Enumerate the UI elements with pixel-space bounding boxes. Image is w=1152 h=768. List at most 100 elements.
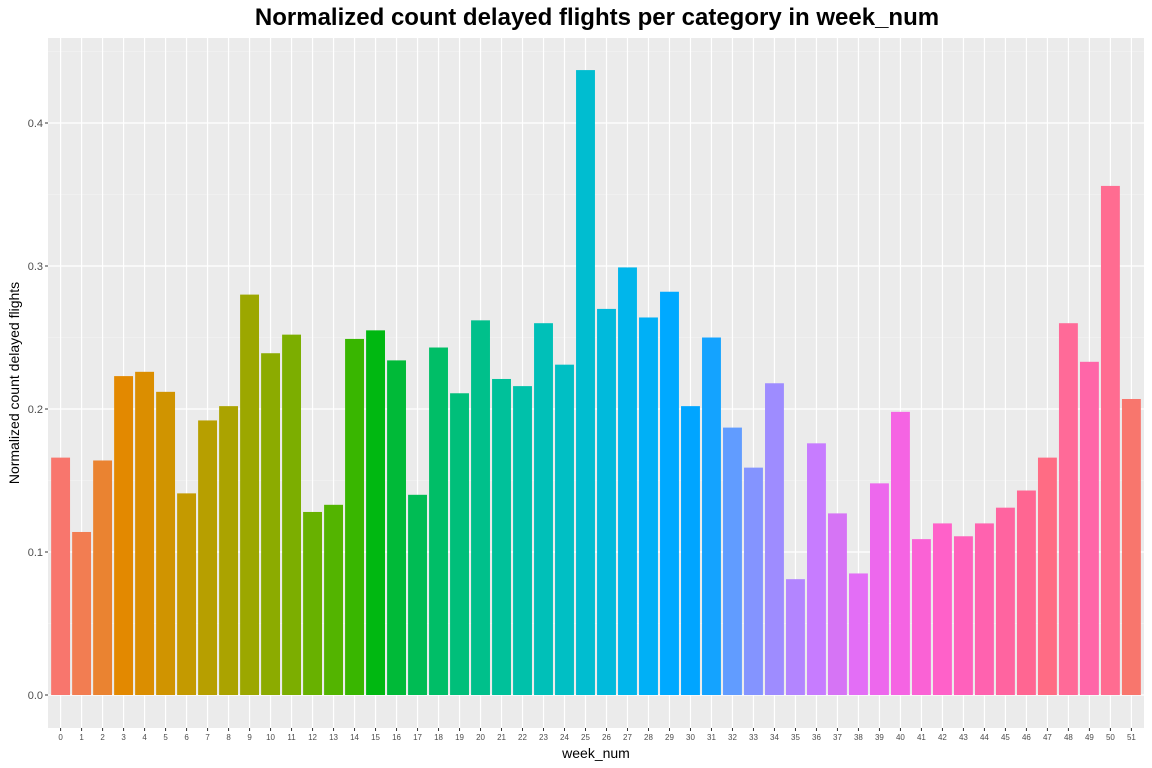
x-tick-label: 28	[644, 733, 653, 742]
y-tick-label: 0.4	[28, 118, 43, 130]
bar-week-25	[576, 70, 595, 696]
x-tick-label: 0	[58, 733, 63, 742]
x-tick-label: 23	[539, 733, 548, 742]
x-tick-label: 43	[959, 733, 968, 742]
x-tick-label: 24	[560, 733, 569, 742]
x-tick-label: 37	[833, 733, 842, 742]
x-tick-label: 31	[707, 733, 716, 742]
bar-week-7	[198, 420, 218, 695]
y-axis-title: Normalized count delayed flights	[6, 282, 22, 484]
y-tick-label: 0.0	[28, 690, 43, 702]
bar-week-10	[261, 353, 281, 695]
x-tick-label: 49	[1085, 733, 1094, 742]
x-tick-label: 2	[100, 733, 105, 742]
x-tick-label: 42	[938, 733, 947, 742]
y-tick-label: 0.3	[28, 261, 43, 273]
x-tick-label: 1	[79, 733, 84, 742]
bar-week-1	[72, 531, 92, 695]
bar-week-13	[324, 504, 343, 695]
chart-title: Normalized count delayed flights per cat…	[254, 4, 940, 31]
bar-week-31	[702, 337, 721, 695]
x-tick-label: 7	[205, 733, 210, 742]
x-axis: 0 1 2 3 4 5 6 7 8 9 10 11 12 13 14 15 16 17 18 19 20 21 22 23 24…	[58, 728, 1136, 742]
bar-week-28	[639, 317, 658, 695]
x-tick-label: 13	[329, 733, 338, 742]
bar-week-41	[911, 539, 931, 695]
bar-week-12	[303, 511, 322, 695]
x-tick-label: 19	[455, 733, 464, 742]
bar-week-5	[156, 391, 176, 695]
bar-week-51	[1121, 398, 1141, 695]
x-tick-label: 47	[1043, 733, 1052, 742]
bar-week-24	[555, 364, 574, 695]
bar-week-48	[1058, 323, 1078, 695]
bar-week-44	[974, 523, 994, 695]
bar-week-9	[240, 294, 260, 695]
bar-week-6	[177, 493, 197, 695]
x-tick-label: 11	[287, 733, 296, 742]
x-tick-label: 5	[163, 733, 168, 742]
bar-week-43	[953, 536, 973, 695]
x-axis-title: week_num	[561, 745, 630, 761]
x-tick-label: 33	[749, 733, 758, 742]
bar-week-46	[1016, 490, 1036, 695]
bars	[51, 70, 1141, 696]
x-tick-label: 18	[434, 733, 443, 742]
bar-week-2	[93, 460, 113, 695]
bar-week-34	[765, 383, 784, 695]
y-axis: 0.0 0.1 0.2 0.3 0.4	[28, 118, 48, 702]
bar-week-37	[828, 513, 847, 695]
x-tick-label: 17	[413, 733, 422, 742]
x-tick-label: 22	[518, 733, 527, 742]
bar-week-40	[890, 411, 910, 695]
x-tick-label: 27	[623, 733, 632, 742]
x-tick-label: 38	[854, 733, 863, 742]
x-tick-label: 30	[686, 733, 695, 742]
x-tick-label: 34	[770, 733, 779, 742]
bar-week-23	[534, 323, 553, 695]
bar-week-21	[492, 378, 511, 695]
x-tick-label: 32	[728, 733, 737, 742]
bar-week-32	[723, 427, 742, 695]
bar-week-18	[429, 347, 448, 695]
bar-week-11	[282, 334, 302, 695]
bar-week-22	[513, 386, 532, 695]
x-tick-label: 20	[476, 733, 485, 742]
bar-week-20	[471, 320, 490, 695]
bar-week-45	[995, 507, 1015, 695]
bar-week-50	[1100, 185, 1120, 696]
bar-week-15	[366, 330, 385, 695]
y-tick-label: 0.2	[28, 404, 43, 416]
bar-week-36	[807, 443, 826, 695]
x-tick-label: 10	[266, 733, 275, 742]
x-tick-label: 39	[875, 733, 884, 742]
x-tick-label: 40	[896, 733, 905, 742]
x-tick-label: 26	[602, 733, 611, 742]
bar-week-33	[744, 467, 763, 695]
bar-week-27	[618, 267, 637, 695]
bar-week-49	[1079, 361, 1099, 695]
bar-week-35	[786, 579, 805, 695]
bar-week-39	[870, 483, 889, 695]
x-tick-label: 48	[1064, 733, 1073, 742]
x-tick-label: 9	[247, 733, 252, 742]
x-tick-label: 12	[308, 733, 317, 742]
x-tick-label: 16	[392, 733, 401, 742]
x-tick-label: 3	[121, 733, 126, 742]
bar-week-19	[450, 393, 469, 695]
x-tick-label: 25	[581, 733, 590, 742]
x-tick-label: 51	[1127, 733, 1136, 742]
bar-week-30	[681, 406, 700, 695]
bar-week-26	[597, 308, 616, 695]
x-tick-label: 45	[1001, 733, 1010, 742]
x-tick-label: 8	[226, 733, 231, 742]
x-tick-label: 4	[142, 733, 147, 742]
y-tick-label: 0.1	[28, 547, 43, 559]
bar-week-4	[135, 371, 155, 695]
x-tick-label: 14	[350, 733, 359, 742]
bar-week-38	[849, 573, 868, 695]
bar-week-3	[114, 376, 134, 695]
x-tick-label: 50	[1106, 733, 1115, 742]
bar-week-47	[1037, 457, 1057, 695]
